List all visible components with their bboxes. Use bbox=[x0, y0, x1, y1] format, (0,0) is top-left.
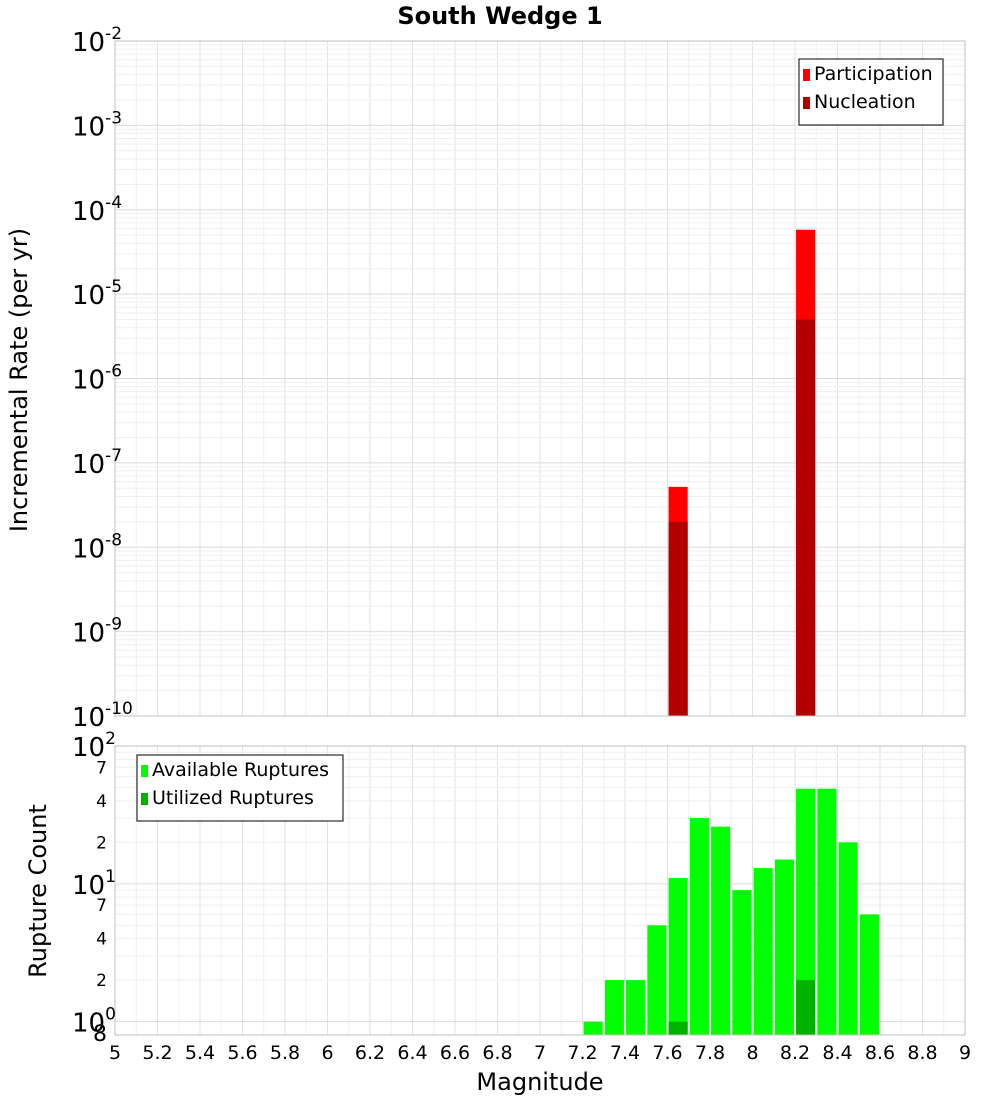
y-tick-label: 10-8 bbox=[72, 530, 122, 564]
x-tick-label: 6.8 bbox=[482, 1042, 512, 1064]
y-tick-label: 100 bbox=[72, 1005, 116, 1039]
count-plot-bars bbox=[583, 788, 879, 1035]
y-tick-label: 10-2 bbox=[72, 24, 122, 58]
y-minor-tick-label: 2 bbox=[96, 971, 107, 991]
count-plot-y-label: Rupture Count bbox=[24, 804, 52, 978]
x-tick-label: 5 bbox=[109, 1042, 121, 1064]
x-tick-label: 8.4 bbox=[822, 1042, 852, 1064]
legend-swatch bbox=[803, 69, 810, 81]
x-tick-label: 8.6 bbox=[865, 1042, 895, 1064]
x-tick-label: 5.2 bbox=[142, 1042, 172, 1064]
utilized-ruptures-bar bbox=[796, 980, 816, 1035]
available-ruptures-bar bbox=[796, 788, 816, 1035]
utilized-ruptures-bar bbox=[668, 1021, 688, 1035]
legend-swatch bbox=[141, 765, 148, 777]
legend-label: Available Ruptures bbox=[152, 759, 329, 781]
count-plot-panel: 100 101 102 8 2 4 7 2 4 7 5 5.2 5.4 5.6 5.8 6 6.2 6.4 6.6… bbox=[24, 729, 971, 1096]
available-ruptures-bar bbox=[859, 914, 879, 1035]
x-tick-label: 9 bbox=[959, 1042, 971, 1064]
rate-plot-y-ticks: 10-10 10-9 10-8 10-7 10-6 10-5 10-4 10-3 10-2 bbox=[72, 24, 133, 733]
x-tick-label: 7.2 bbox=[567, 1042, 597, 1064]
y-tick-label: 10-9 bbox=[72, 615, 122, 649]
legend-swatch bbox=[803, 97, 810, 109]
rate-plot-frame bbox=[114, 40, 966, 717]
rate-plot-panel: 10-10 10-9 10-8 10-7 10-6 10-5 10-4 10-3 10-2 In… bbox=[5, 24, 966, 733]
y-tick-label: 102 bbox=[72, 729, 116, 763]
x-axis-label: Magnitude bbox=[476, 1068, 603, 1096]
available-ruptures-bar bbox=[583, 1021, 603, 1035]
count-plot-y-ticks: 100 101 102 8 2 4 7 2 4 7 bbox=[72, 729, 116, 1047]
y-minor-tick-label: 2 bbox=[96, 833, 107, 853]
y-minor-tick-label: 4 bbox=[96, 792, 107, 812]
x-tick-label: 5.8 bbox=[270, 1042, 300, 1064]
legend-label: Nucleation bbox=[814, 91, 916, 113]
available-ruptures-bar bbox=[817, 788, 837, 1035]
y-tick-label: 10-4 bbox=[72, 193, 122, 227]
x-tick-label: 6.2 bbox=[355, 1042, 385, 1064]
y-tick-label: 10-10 bbox=[72, 699, 133, 733]
available-ruptures-bar bbox=[753, 868, 773, 1035]
x-tick-label: 7.8 bbox=[695, 1042, 725, 1064]
legend-label: Participation bbox=[814, 63, 933, 85]
available-ruptures-bar bbox=[732, 890, 752, 1035]
x-tick-label: 7.4 bbox=[610, 1042, 640, 1064]
available-ruptures-bar bbox=[626, 980, 646, 1035]
rate-plot-grid bbox=[114, 41, 966, 717]
rate-plot-bars bbox=[668, 229, 816, 717]
y-minor-tick-label: 7 bbox=[96, 758, 107, 778]
x-tick-label: 6.4 bbox=[397, 1042, 427, 1064]
available-ruptures-bar bbox=[604, 980, 624, 1035]
count-legend-box bbox=[136, 754, 344, 822]
nucleation-bar bbox=[668, 521, 688, 716]
available-ruptures-bar bbox=[774, 859, 794, 1035]
rate-plot-y-label: Incremental Rate (per yr) bbox=[5, 228, 33, 532]
chart-title: South Wedge 1 bbox=[397, 2, 602, 30]
count-plot-legend: Available Ruptures Utilized Ruptures bbox=[136, 754, 344, 822]
x-tick-label: 7.6 bbox=[652, 1042, 682, 1064]
y-minor-tick-label: 4 bbox=[96, 930, 107, 950]
legend-swatch bbox=[141, 793, 148, 805]
rate-plot-legend: Participation Nucleation bbox=[798, 58, 944, 126]
x-tick-label: 5.6 bbox=[227, 1042, 257, 1064]
available-ruptures-bar bbox=[647, 925, 667, 1035]
legend-label: Utilized Ruptures bbox=[152, 787, 314, 809]
x-tick-label: 7 bbox=[534, 1042, 546, 1064]
y-tick-label: 10-5 bbox=[72, 277, 122, 311]
y-minor-tick-label: 8 bbox=[93, 1022, 107, 1047]
x-tick-label: 8.8 bbox=[907, 1042, 937, 1064]
nucleation-bar bbox=[796, 319, 816, 716]
available-ruptures-bar bbox=[838, 842, 858, 1035]
count-plot-x-ticks: 5 5.2 5.4 5.6 5.8 6 6.2 6.4 6.6 6.8 7 7.2 7.4 7.6 7.8 8… bbox=[109, 1042, 971, 1064]
y-minor-tick-label: 7 bbox=[96, 896, 107, 916]
y-tick-label: 10-3 bbox=[72, 108, 122, 142]
count-plot-frame bbox=[114, 745, 966, 1036]
x-tick-label: 8 bbox=[746, 1042, 758, 1064]
available-ruptures-bar bbox=[711, 826, 731, 1035]
rate-legend-box bbox=[798, 58, 944, 126]
available-ruptures-bar bbox=[689, 818, 709, 1035]
available-ruptures-bar bbox=[668, 878, 688, 1035]
x-tick-label: 5.4 bbox=[185, 1042, 215, 1064]
x-tick-label: 8.2 bbox=[780, 1042, 810, 1064]
x-tick-label: 6.6 bbox=[440, 1042, 470, 1064]
y-tick-label: 101 bbox=[72, 867, 116, 901]
y-tick-label: 10-6 bbox=[72, 362, 122, 396]
y-tick-label: 10-7 bbox=[72, 446, 122, 480]
x-tick-label: 6 bbox=[321, 1042, 333, 1064]
